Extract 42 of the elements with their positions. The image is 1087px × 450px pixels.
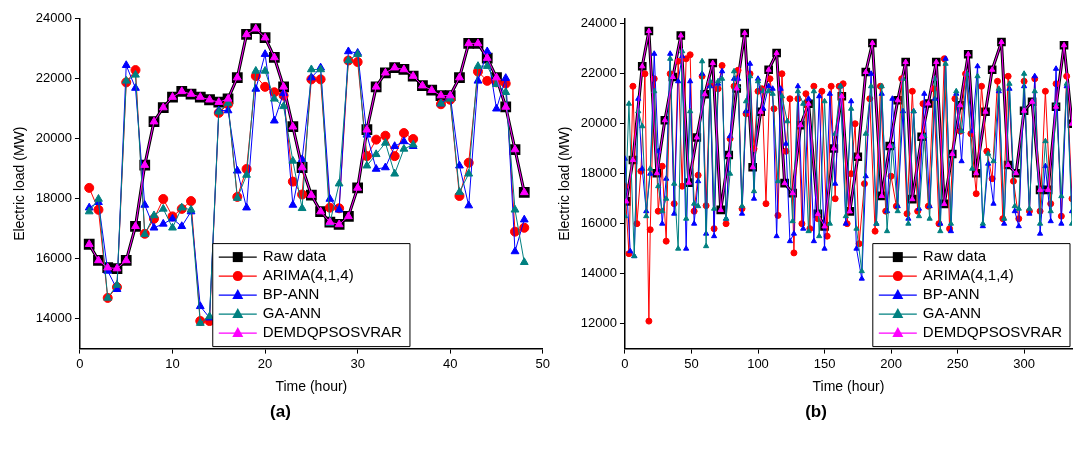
legend-label: DEMDQPSOSVRAR [262,323,403,341]
x-axis-title: Time (hour) [812,378,885,395]
legend-label: DEMDQPSOSVRAR [922,323,1063,341]
x-tick-label: 250 [946,355,969,371]
legend-label: Raw data [262,247,327,265]
legend-label: GA-ANN [922,304,982,322]
legend-label: BP-ANN [262,285,320,303]
x-tick-label: 20 [257,355,273,371]
y-tick-label: 16000 [580,215,617,231]
legend-label: GA-ANN [262,304,322,322]
y-tick-label: 20000 [35,130,72,146]
x-tick-label: 300 [1013,355,1035,371]
y-tick-label: 14000 [580,265,617,281]
y-tick-label: 22000 [35,70,72,86]
text: (a) [270,402,291,422]
x-tick-label: 50 [535,355,550,371]
x-tick-label: 150 [813,355,836,371]
y-tick-label: 22000 [580,65,617,81]
x-tick-label: 40 [442,355,458,371]
legend-label: BP-ANN [922,285,980,303]
y-tick-label: 14000 [35,310,72,326]
y-tick-label: 16000 [35,250,72,266]
y-tick-label: 24000 [580,15,617,31]
text: (b) [805,402,827,422]
y-tick-label: 20000 [580,115,617,131]
x-tick-label: 100 [747,355,769,371]
y-axis-title: Electric load (MW) [556,126,573,241]
x-tick-label: 200 [880,355,902,371]
legend-label: Raw data [922,247,987,265]
legend-label: ARIMA(4,1,4) [922,266,1014,284]
x-tick-label: 0 [76,355,84,371]
x-tick-label: 30 [350,355,365,371]
y-tick-label: 24000 [35,10,72,26]
y-tick-label: 18000 [35,190,72,206]
y-axis-title: Electric load (MW) [11,126,28,241]
y-tick-label: 18000 [580,165,617,181]
x-tick-label: 50 [684,355,699,371]
y-tick-label: 12000 [580,315,617,331]
x-tick-label: 10 [165,355,180,371]
x-axis-title: Time (hour) [275,378,348,395]
x-tick-label: 0 [621,355,629,371]
legend-label: ARIMA(4,1,4) [262,266,354,284]
